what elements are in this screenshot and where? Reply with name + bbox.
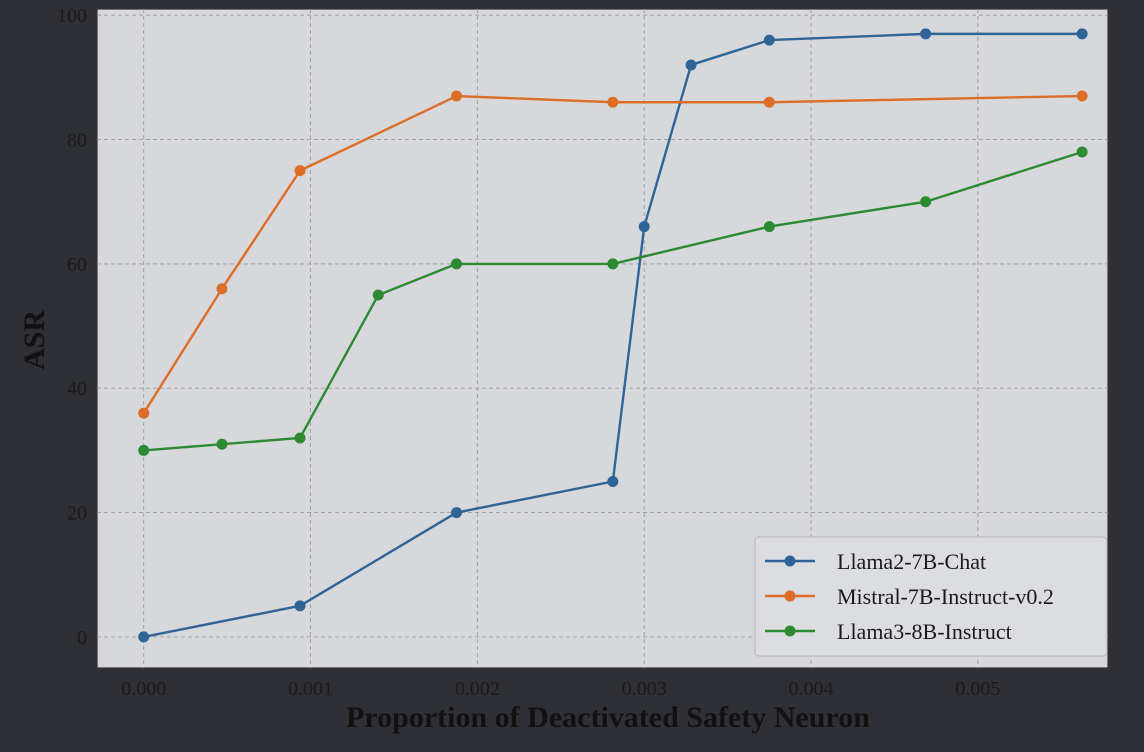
data-point bbox=[1076, 28, 1088, 40]
legend-marker bbox=[784, 555, 796, 567]
legend-item: Llama2-7B-Chat bbox=[765, 549, 986, 574]
x-tick-label: 0.004 bbox=[789, 678, 834, 700]
y-tick-label: 80 bbox=[67, 130, 87, 152]
legend-item: Mistral-7B-Instruct-v0.2 bbox=[765, 584, 1054, 609]
data-point bbox=[607, 96, 619, 108]
data-point bbox=[294, 432, 306, 444]
data-point bbox=[763, 34, 775, 46]
data-point bbox=[920, 196, 932, 208]
legend-marker bbox=[784, 590, 796, 602]
data-point bbox=[451, 90, 463, 102]
series-3 bbox=[138, 146, 1088, 456]
data-point bbox=[451, 258, 463, 270]
y-axis: 0 20 40 60 80 100 bbox=[57, 5, 97, 649]
series-1 bbox=[138, 28, 1088, 643]
series-2 bbox=[138, 90, 1088, 419]
data-point bbox=[607, 475, 619, 487]
data-point bbox=[763, 96, 775, 108]
y-axis-label: ASR bbox=[18, 310, 51, 370]
y-tick-label: 0 bbox=[77, 627, 87, 649]
data-point bbox=[763, 221, 775, 233]
data-point bbox=[138, 631, 150, 643]
data-point bbox=[372, 289, 384, 301]
legend-box bbox=[754, 536, 1108, 657]
x-axis: 0.000 0.001 0.002 0.003 0.004 0.005 bbox=[121, 668, 1000, 700]
y-tick-label: 40 bbox=[67, 378, 87, 400]
series-layer bbox=[138, 28, 1088, 643]
legend-item: Llama3-8B-Instruct bbox=[765, 619, 1012, 644]
data-point bbox=[1076, 90, 1088, 102]
x-tick-label: 0.002 bbox=[455, 678, 500, 700]
data-point bbox=[138, 407, 150, 419]
x-tick-label: 0.000 bbox=[121, 678, 166, 700]
x-axis-label: Proportion of Deactivated Safety Neuron bbox=[346, 701, 870, 734]
data-point bbox=[216, 283, 228, 295]
x-tick-label: 0.003 bbox=[622, 678, 667, 700]
data-point bbox=[451, 507, 463, 519]
legend: Llama2-7B-Chat Mistral-7B-Instruct-v0.2 Ll… bbox=[754, 536, 1108, 657]
data-point bbox=[294, 165, 306, 177]
y-tick-label: 100 bbox=[57, 5, 87, 27]
y-tick-label: 20 bbox=[67, 503, 87, 525]
data-point bbox=[138, 444, 150, 456]
legend-label: Llama3-8B-Instruct bbox=[837, 619, 1012, 644]
x-tick-label: 0.001 bbox=[288, 678, 333, 700]
data-point bbox=[607, 258, 619, 270]
legend-label: Mistral-7B-Instruct-v0.2 bbox=[837, 584, 1054, 609]
legend-label: Llama2-7B-Chat bbox=[837, 549, 986, 574]
y-tick-label: 60 bbox=[67, 254, 87, 276]
data-point bbox=[685, 59, 697, 71]
data-point bbox=[638, 221, 650, 233]
data-point bbox=[216, 438, 228, 450]
x-tick-label: 0.005 bbox=[955, 678, 1000, 700]
data-point bbox=[920, 28, 932, 40]
data-point bbox=[294, 600, 306, 612]
data-point bbox=[1076, 146, 1088, 158]
legend-marker bbox=[784, 625, 796, 637]
